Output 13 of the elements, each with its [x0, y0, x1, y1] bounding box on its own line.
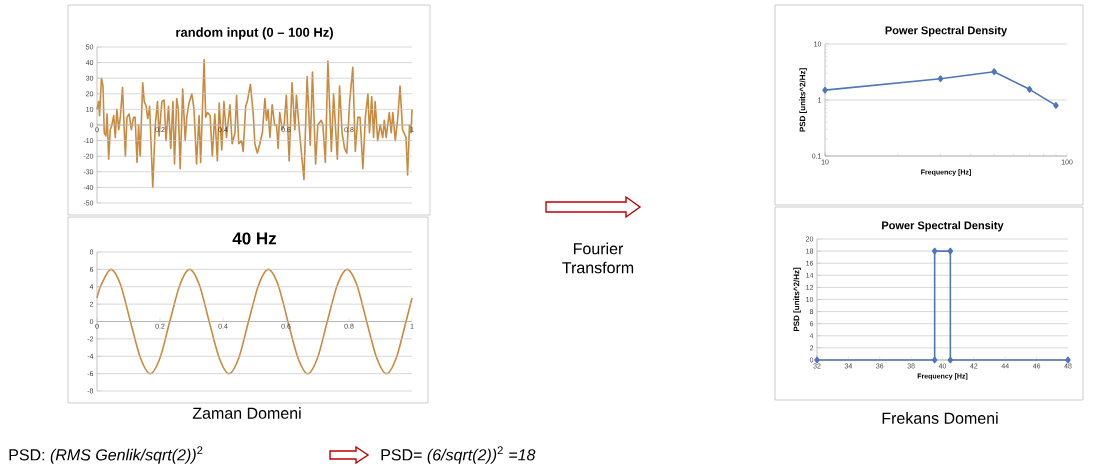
chart-title: random input (0 – 100 Hz): [176, 27, 333, 40]
chart-title: Power Spectral Density: [882, 221, 1004, 232]
chart-title: Power Spectral Density: [885, 26, 1008, 37]
text: Fourier Transform: [562, 242, 634, 274]
y-axis-title: PSD [units^2/Hz]: [799, 68, 807, 132]
y-axis-title: PSD [units^2/Hz]: [793, 267, 801, 332]
chart-title: 40 Hz: [232, 232, 277, 245]
line-series: [96, 268, 413, 375]
text: PSD= (6/sqrt(2))$^{2}$ =18: [381, 446, 536, 464]
text: Zaman Domeni: [192, 407, 301, 419]
text: Frekans Domeni: [882, 412, 998, 424]
text: PSD: (RMS Genlik/sqrt(2))$^{2}$: [9, 446, 203, 464]
line-series: [96, 58, 413, 189]
